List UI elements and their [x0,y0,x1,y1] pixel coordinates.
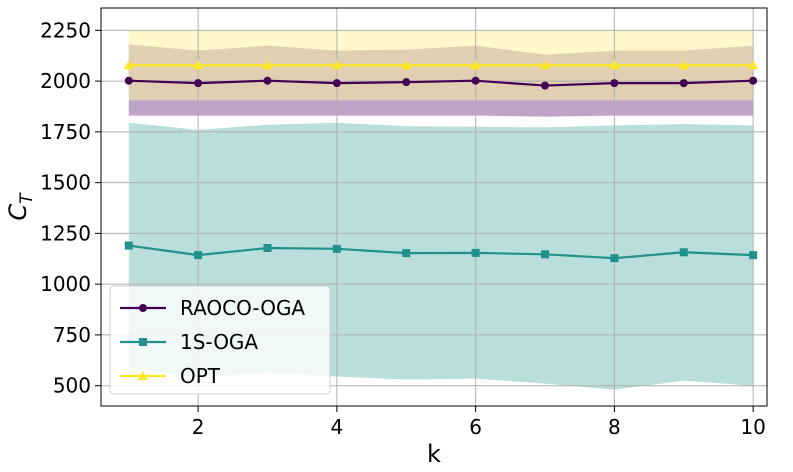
x-tick-label: 2 [192,415,205,439]
data-point [332,244,341,253]
data-point [610,254,619,263]
data-point [124,76,133,85]
data-point [263,244,272,253]
y-tick-label: 750 [53,323,91,347]
legend-item: RAOCO-OGA [120,296,305,320]
data-point [263,76,272,85]
data-point [749,76,758,85]
y-axis-label: CT [4,192,37,221]
confidence-bands [128,30,754,390]
y-tick-label: 1500 [40,171,91,195]
data-point [679,79,688,88]
data-point [193,60,204,70]
series-line [128,79,754,87]
data-point [679,248,688,257]
data-point [124,241,133,250]
data-point [471,76,480,85]
data-point [541,250,549,259]
series-1s-oga [124,241,758,263]
data-point [123,60,134,70]
y-tick-label: 2000 [40,69,91,93]
y-tick-label: 1000 [40,272,91,296]
legend-label: OPT [180,364,221,388]
plot-area-frame [100,7,768,407]
legend-marker [138,371,148,380]
data-point [401,60,412,70]
y-axis-ticks: 500 750 1000 1250 1500 1750 2000 2250 [40,18,101,398]
x-axis-ticks: 2 4 6 8 10 [192,406,766,439]
legend-label: 1S-OGA [180,330,258,354]
data-point [470,60,481,70]
legend-item: OPT [120,364,221,388]
legend-marker [139,304,147,312]
legend-box [109,285,331,395]
series-line [128,244,754,260]
data-point [610,79,619,88]
x-axis-label: k [427,440,441,468]
data-point [540,60,550,70]
series-opt [123,60,759,70]
x-tick-label: 8 [608,415,621,439]
data-point [541,81,549,90]
legend-marker [139,338,147,346]
data-point [402,249,411,258]
data-point [609,60,620,70]
legend-item: 1S-OGA [120,330,258,354]
y-tick-label: 2250 [40,18,91,42]
x-tick-label: 4 [331,415,344,439]
data-point [748,60,759,70]
data-point [194,79,203,88]
data-point [471,248,480,257]
data-point [262,60,273,70]
x-tick-label: 10 [740,415,765,439]
series-raoco-oga [124,76,758,90]
data-point [678,60,689,70]
legend: RAOCO-OGA 1S-OGA OPT [109,285,331,395]
data-point [749,251,758,260]
data-point [332,79,341,88]
legend-label: RAOCO-OGA [180,296,305,320]
series-lines [123,60,759,263]
data-point [194,251,203,260]
y-tick-label: 1750 [40,120,91,144]
x-tick-label: 6 [469,415,482,439]
y-tick-label: 500 [53,374,91,398]
y-tick-label: 1250 [40,221,91,245]
data-point [402,78,411,87]
data-point [331,60,342,70]
